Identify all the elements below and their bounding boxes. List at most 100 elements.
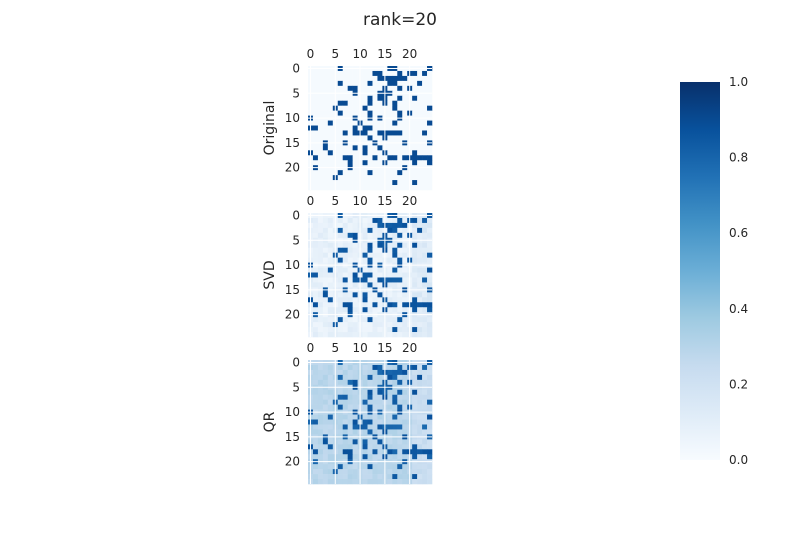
- heatmap-cell: [347, 150, 353, 156]
- heatmap-cell: [337, 424, 344, 430]
- heatmap-cell: [392, 469, 398, 475]
- heatmap-cell: [342, 95, 348, 102]
- heatmap-cell: [372, 322, 378, 328]
- heatmap-cell: [402, 379, 408, 386]
- heatmap-cell: [397, 247, 403, 253]
- heatmap-cell: [362, 135, 368, 141]
- heatmap-cell: [367, 374, 373, 381]
- heatmap-cell: [377, 282, 383, 288]
- heatmap-cell: [387, 297, 393, 303]
- heatmap-cell: [427, 479, 433, 485]
- heatmap-cell: [312, 125, 319, 131]
- heatmap-cell: [377, 424, 383, 430]
- heatmap-cell: [392, 85, 398, 92]
- heatmap-cell: [392, 105, 398, 111]
- heatmap-cell: [387, 217, 393, 224]
- heatmap-cell: [427, 444, 433, 450]
- heatmap-cell: [347, 449, 353, 455]
- x-tick-label: 20: [402, 341, 417, 355]
- heatmap-cell: [422, 75, 428, 82]
- heatmap-cell: [417, 374, 423, 381]
- heatmap-cell: [417, 222, 423, 229]
- heatmap-cell: [342, 80, 348, 87]
- heatmap-cell: [422, 222, 428, 229]
- heatmap-cell: [342, 125, 348, 131]
- heatmap-cell: [392, 307, 398, 313]
- heatmap-cell: [387, 479, 393, 485]
- heatmap-cell: [347, 80, 353, 87]
- heatmap-cell: [387, 454, 393, 460]
- heatmap-cell: [347, 322, 353, 328]
- heatmap-cell: [422, 100, 428, 106]
- heatmap-cell: [377, 247, 383, 253]
- heatmap-cell: [312, 120, 319, 126]
- heatmap-cell: [372, 399, 378, 405]
- heatmap-cell: [392, 429, 398, 435]
- heatmap-cell: [397, 150, 403, 156]
- heatmap-cell: [392, 297, 398, 303]
- heatmap-cell: [312, 449, 319, 455]
- heatmap-cell: [392, 439, 398, 445]
- heatmap-cell: [387, 332, 393, 338]
- heatmap-cell: [327, 130, 334, 136]
- heatmap-cell: [322, 145, 329, 151]
- heatmap-cell: [342, 419, 348, 425]
- heatmap-cell: [342, 479, 348, 485]
- heatmap-cell: [422, 297, 428, 303]
- heatmap-cell: [327, 185, 334, 191]
- heatmap-cell: [322, 257, 329, 263]
- heatmap-cell: [337, 317, 344, 323]
- heatmap-cell: [402, 135, 408, 141]
- heatmap-cell: [347, 95, 353, 102]
- heatmap-cell: [337, 454, 344, 460]
- heatmap-cell: [362, 180, 368, 186]
- heatmap-cell: [317, 180, 324, 186]
- heatmap-cell: [322, 424, 329, 430]
- heatmap-cell: [367, 327, 373, 333]
- colorbar-tick-label: 1.0: [729, 75, 748, 89]
- heatmap-cell: [312, 75, 319, 82]
- heatmap-cell: [402, 155, 408, 161]
- heatmap-cell: [412, 322, 418, 328]
- heatmap-cell: [402, 95, 408, 102]
- heatmap-cell: [327, 454, 334, 460]
- heatmap-cell: [427, 135, 433, 141]
- heatmap-cell: [367, 282, 373, 288]
- heatmap-cell: [397, 252, 403, 258]
- heatmap-cell: [342, 414, 348, 420]
- heatmap-cell: [377, 175, 383, 181]
- heatmap-cell: [412, 170, 418, 176]
- heatmap-cell: [362, 419, 368, 425]
- heatmap-cell: [417, 105, 423, 111]
- x-tick-label: 0: [307, 341, 315, 355]
- heatmap-cell: [347, 439, 353, 445]
- heatmap-cell: [352, 429, 358, 435]
- heatmap-cell: [397, 399, 403, 405]
- heatmap-cell: [402, 185, 408, 191]
- heatmap-cell: [397, 110, 403, 116]
- heatmap-cell: [362, 155, 368, 161]
- heatmap-cell: [342, 120, 348, 126]
- heatmap-cell: [347, 180, 353, 186]
- heatmap-cell: [402, 130, 408, 136]
- heatmap-cell: [422, 374, 428, 381]
- heatmap-cell: [427, 267, 433, 273]
- heatmap-cell: [372, 479, 378, 485]
- heatmap-cell: [427, 257, 433, 263]
- heatmap-cell: [337, 379, 344, 386]
- heatmap-cell: [427, 125, 433, 131]
- heatmap-cell: [422, 414, 428, 420]
- x-tick-label: 0: [307, 47, 315, 61]
- heatmap-cell: [337, 252, 344, 258]
- heatmap-cell: [347, 222, 353, 229]
- heatmap-cell: [312, 217, 319, 224]
- heatmap-cell: [322, 307, 329, 313]
- heatmap-cell: [372, 75, 378, 82]
- heatmap-cell: [322, 389, 329, 396]
- heatmap-cell: [377, 267, 383, 273]
- panel-label-qr: QR: [262, 411, 278, 432]
- heatmap-cell: [377, 297, 383, 303]
- colorbar-tick-label: 0.2: [729, 377, 748, 391]
- heatmap-cell: [342, 267, 348, 273]
- heatmap-cell: [417, 302, 423, 308]
